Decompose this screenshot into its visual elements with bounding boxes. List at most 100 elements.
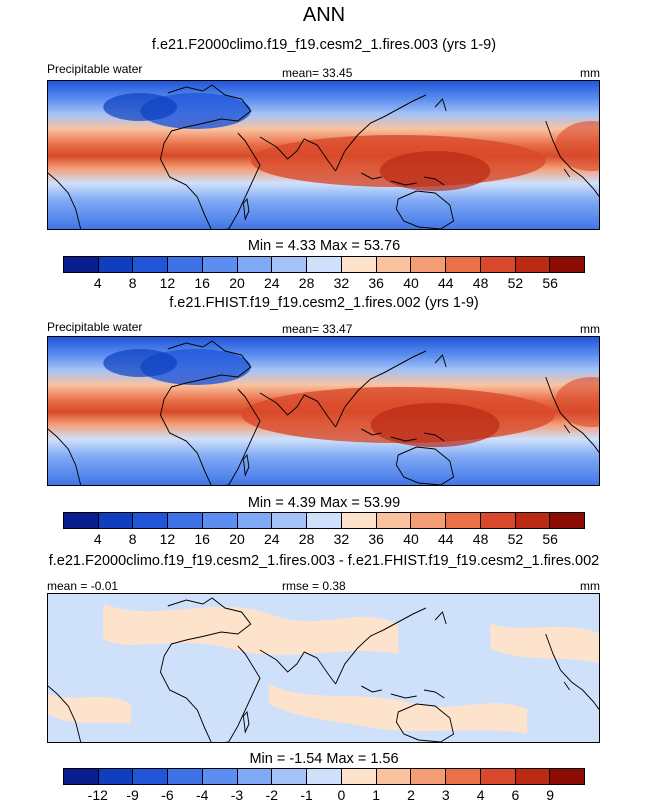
- colorbar-tick-label: 4: [93, 275, 102, 291]
- colorbar-swatch: [272, 513, 308, 528]
- colorbar-swatch: [480, 257, 516, 272]
- colorbar-tick-label: 6: [511, 787, 520, 803]
- panel3-minmax: Min = -1.54 Max = 1.56: [249, 751, 399, 767]
- colorbar-swatch: [550, 513, 585, 528]
- colorbar-swatch: [272, 257, 308, 272]
- colorbar-tick-label: 32: [333, 275, 350, 291]
- colorbar-swatch: [98, 769, 134, 784]
- colorbar-tick-label: 40: [403, 531, 419, 547]
- colorbar-swatch: [550, 769, 585, 784]
- colorbar-tick-label: 4: [93, 531, 102, 547]
- colorbar-tick-label: -1: [300, 787, 313, 803]
- colorbar-swatch: [550, 257, 585, 272]
- colorbar-swatch: [376, 769, 412, 784]
- colorbar-tick-label: 12: [159, 531, 176, 547]
- colorbar-tick-label: 44: [438, 531, 454, 547]
- colorbar-swatch: [515, 513, 551, 528]
- panel2-left-label: Precipitable water: [47, 320, 143, 334]
- colorbar-swatch: [341, 513, 377, 528]
- colorbar-swatch: [376, 513, 412, 528]
- colorbar-tick-label: 52: [507, 275, 524, 291]
- panel1-left-label: Precipitable water: [47, 62, 143, 76]
- colorbar-tick-label: -9: [126, 787, 139, 803]
- colorbar-swatch: [307, 513, 342, 528]
- colorbar-tick-label: -3: [230, 787, 244, 803]
- panel3-mean-label: mean = -0.01: [47, 579, 119, 593]
- colorbar-swatch: [307, 257, 342, 272]
- panel2-center-label: mean= 33.47: [282, 322, 353, 336]
- panel3-rmse-label: rmse = 0.38: [282, 579, 346, 593]
- colorbar-swatch: [411, 257, 447, 272]
- colorbar-tick-label: 48: [472, 531, 489, 547]
- panel1-map: [47, 80, 600, 230]
- colorbar-tick-label: 8: [128, 531, 137, 547]
- colorbar-swatch: [168, 257, 203, 272]
- colorbar-swatch: [446, 769, 481, 784]
- colorbar-tick-label: -4: [195, 787, 209, 803]
- panel2-colorbar: [63, 512, 585, 529]
- colorbar-swatch: [133, 513, 169, 528]
- panel1-units: mm: [580, 66, 600, 80]
- colorbar-tick-label: 1: [372, 787, 381, 803]
- colorbar-tick-label: 3: [441, 787, 450, 803]
- colorbar-swatch: [376, 257, 412, 272]
- colorbar-tick-label: 20: [229, 531, 245, 547]
- colorbar-tick-label: -6: [161, 787, 174, 803]
- colorbar-tick-label: 16: [194, 275, 210, 291]
- colorbar-swatch: [237, 769, 273, 784]
- colorbar-swatch: [480, 513, 516, 528]
- colorbar-tick-label: 36: [368, 531, 384, 547]
- colorbar-swatch: [133, 769, 169, 784]
- colorbar-swatch: [341, 257, 377, 272]
- panel1-minmax: Min = 4.33 Max = 53.76: [247, 238, 401, 254]
- colorbar-swatch: [64, 257, 99, 272]
- colorbar-tick-label: 24: [264, 531, 280, 547]
- colorbar-tick-label: 4: [476, 787, 485, 803]
- colorbar-swatch: [515, 769, 551, 784]
- colorbar-tick-label: 56: [542, 531, 558, 547]
- panel2-case-title: f.e21.FHIST.f19_f19.cesm2_1.fires.002 (y…: [169, 295, 479, 311]
- panel2-units: mm: [580, 322, 600, 336]
- colorbar-tick-label: 40: [403, 275, 419, 291]
- panel3-units: mm: [580, 579, 600, 593]
- colorbar-tick-label: 9: [546, 787, 555, 803]
- colorbar-swatch: [411, 769, 447, 784]
- panel1-colorbar: [63, 256, 585, 273]
- colorbar-tick-label: 36: [368, 275, 384, 291]
- colorbar-swatch: [341, 769, 377, 784]
- colorbar-swatch: [133, 257, 169, 272]
- colorbar-tick-label: 20: [229, 275, 245, 291]
- colorbar-tick-label: 16: [194, 531, 210, 547]
- colorbar-tick-label: 32: [333, 531, 350, 547]
- colorbar-swatch: [202, 769, 238, 784]
- colorbar-swatch: [272, 769, 308, 784]
- colorbar-tick-label: 28: [298, 531, 315, 547]
- colorbar-tick-label: -12: [87, 787, 108, 803]
- colorbar-swatch: [202, 257, 238, 272]
- panel3-case-title: f.e21.F2000climo.f19_f19.cesm2_1.fires.0…: [48, 553, 600, 569]
- colorbar-swatch: [411, 513, 447, 528]
- colorbar-tick-label: 52: [507, 531, 524, 547]
- panel3-map: [47, 593, 600, 743]
- colorbar-tick-label: 0: [337, 787, 346, 803]
- colorbar-tick-label: 12: [159, 275, 176, 291]
- colorbar-tick-label: 56: [542, 275, 558, 291]
- colorbar-swatch: [202, 513, 238, 528]
- colorbar-swatch: [480, 769, 516, 784]
- colorbar-tick-label: 48: [472, 275, 489, 291]
- colorbar-swatch: [168, 769, 203, 784]
- colorbar-swatch: [168, 513, 203, 528]
- panel1-center-label: mean= 33.45: [282, 66, 353, 80]
- colorbar-swatch: [307, 769, 342, 784]
- colorbar-tick-label: 44: [438, 275, 454, 291]
- colorbar-tick-label: 8: [128, 275, 137, 291]
- colorbar-swatch: [515, 257, 551, 272]
- colorbar-swatch: [446, 513, 481, 528]
- colorbar-swatch: [64, 769, 99, 784]
- colorbar-tick-label: 28: [298, 275, 315, 291]
- colorbar-swatch: [98, 513, 134, 528]
- panel2-map: [47, 336, 600, 486]
- colorbar-swatch: [237, 513, 273, 528]
- colorbar-tick-label: 24: [264, 275, 280, 291]
- colorbar-tick-label: 2: [407, 787, 415, 803]
